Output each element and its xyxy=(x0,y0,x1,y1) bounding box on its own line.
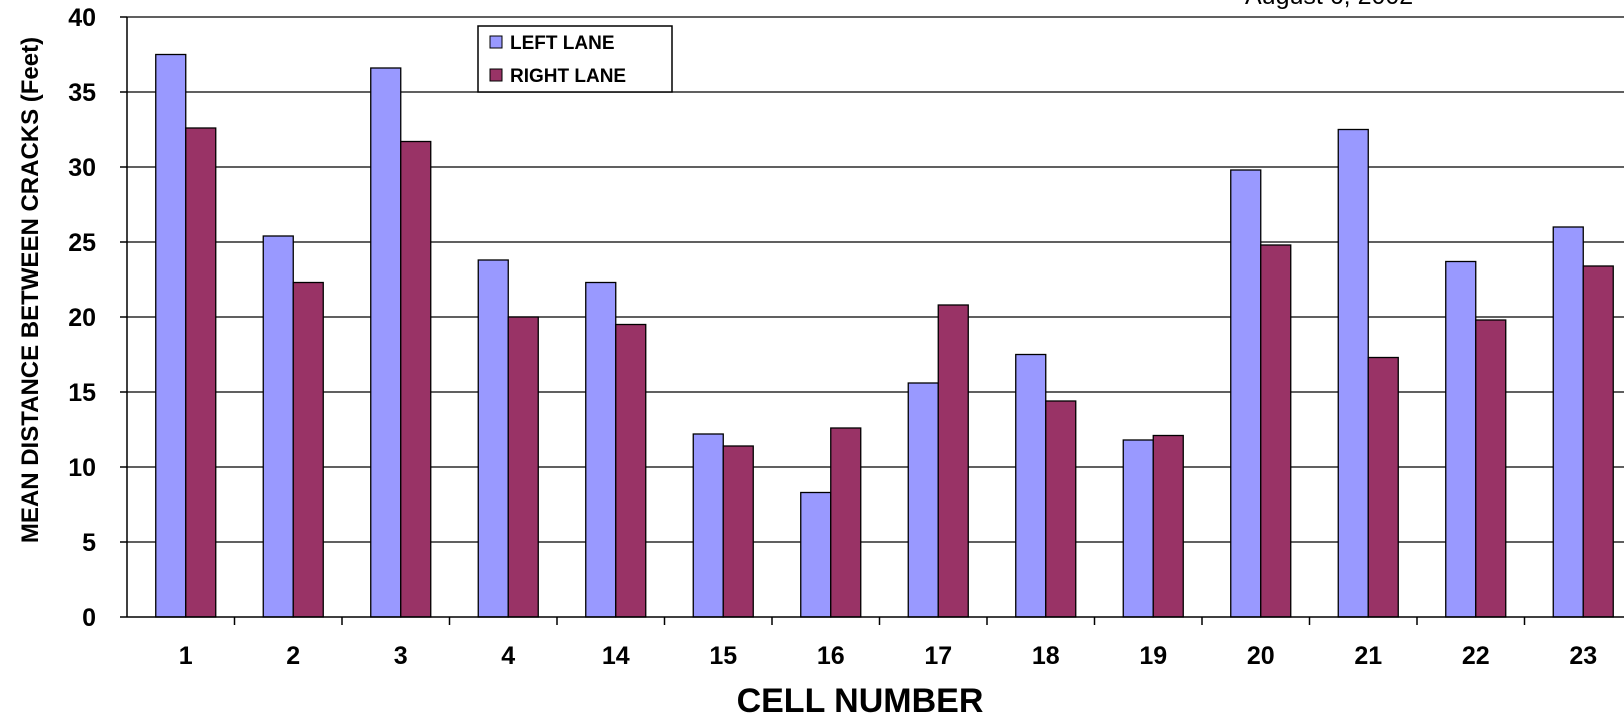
bar-left-lane-cell-15 xyxy=(692,433,724,618)
y-tick-label-0: 0 xyxy=(82,604,96,632)
bar-left-lane-cell-17 xyxy=(907,382,939,618)
bar-left-lane-cell-23 xyxy=(1552,226,1584,618)
bar-right-lane-cell-20 xyxy=(1260,244,1292,618)
bar-left-lane-cell-18 xyxy=(1015,353,1047,618)
axes xyxy=(120,16,1624,625)
x-tick-label-17: 17 xyxy=(924,642,952,670)
x-tick-label-18: 18 xyxy=(1032,642,1060,670)
legend-box xyxy=(477,25,673,93)
x-tick-label-21: 21 xyxy=(1354,642,1382,670)
bar-left-lane-cell-1 xyxy=(155,53,187,618)
bar-right-lane-cell-14 xyxy=(615,323,647,618)
bar-left-lane-cell-21 xyxy=(1337,128,1369,618)
gridlines xyxy=(127,16,1624,543)
bar-right-lane-cell-4 xyxy=(507,316,539,618)
bar-right-lane-cell-3 xyxy=(400,140,432,618)
bar-left-lane-cell-19 xyxy=(1122,439,1154,618)
legend-label-right-lane: RIGHT LANE xyxy=(510,66,626,87)
y-axis-title: MEAN DISTANCE BETWEEN CRACKS (Feet) xyxy=(17,37,44,543)
x-tick-label-2: 2 xyxy=(286,642,300,670)
x-tick-label-3: 3 xyxy=(394,642,408,670)
chart-date: August 6, 2002 xyxy=(1245,0,1413,10)
x-tick-label-4: 4 xyxy=(501,642,515,670)
legend-swatch-right-lane xyxy=(489,68,503,82)
bar-left-lane-cell-3 xyxy=(370,67,402,618)
bar-right-lane-cell-21 xyxy=(1367,356,1399,618)
bar-right-lane-cell-23 xyxy=(1582,265,1614,618)
bar-left-lane-cell-16 xyxy=(800,491,832,618)
bars xyxy=(155,53,1614,618)
y-tick-label-30: 30 xyxy=(68,154,96,182)
x-tick-label-1: 1 xyxy=(179,642,193,670)
bar-left-lane-cell-2 xyxy=(262,235,294,618)
x-axis-title: CELL NUMBER xyxy=(737,682,984,714)
x-tick-label-19: 19 xyxy=(1139,642,1167,670)
bar-left-lane-cell-22 xyxy=(1445,260,1477,618)
y-tick-label-40: 40 xyxy=(68,4,96,32)
y-tick-label-10: 10 xyxy=(68,454,96,482)
bar-right-lane-cell-17 xyxy=(937,304,969,618)
y-tick-label-35: 35 xyxy=(68,79,96,107)
bar-right-lane-cell-19 xyxy=(1152,434,1184,618)
bar-right-lane-cell-18 xyxy=(1045,400,1077,618)
x-tick-label-16: 16 xyxy=(817,642,845,670)
bar-left-lane-cell-4 xyxy=(477,259,509,618)
bar-right-lane-cell-22 xyxy=(1475,319,1507,618)
bar-left-lane-cell-14 xyxy=(585,281,617,618)
y-tick-label-5: 5 xyxy=(82,529,96,557)
x-tick-label-15: 15 xyxy=(709,642,737,670)
x-tick-label-20: 20 xyxy=(1247,642,1275,670)
bar-left-lane-cell-20 xyxy=(1230,169,1262,618)
legend-label-left-lane: LEFT LANE xyxy=(510,33,615,54)
legend: LEFT LANE RIGHT LANE xyxy=(477,25,673,93)
y-tick-label-20: 20 xyxy=(68,304,96,332)
legend-swatch-left-lane xyxy=(489,35,503,49)
bar-right-lane-cell-16 xyxy=(830,427,862,618)
x-tick-label-14: 14 xyxy=(602,642,630,670)
y-tick-label-15: 15 xyxy=(68,379,96,407)
bar-right-lane-cell-1 xyxy=(185,127,217,618)
x-tick-label-22: 22 xyxy=(1462,642,1490,670)
y-tick-labels: 0 5 10 15 20 25 30 35 40 xyxy=(68,4,96,632)
x-tick-label-23: 23 xyxy=(1569,642,1597,670)
bar-right-lane-cell-2 xyxy=(292,281,324,618)
bar-right-lane-cell-15 xyxy=(722,445,754,618)
x-tick-labels: 1 2 3 4 14 15 16 17 18 19 20 21 22 23 xyxy=(179,642,1597,670)
y-tick-label-25: 25 xyxy=(68,229,96,257)
